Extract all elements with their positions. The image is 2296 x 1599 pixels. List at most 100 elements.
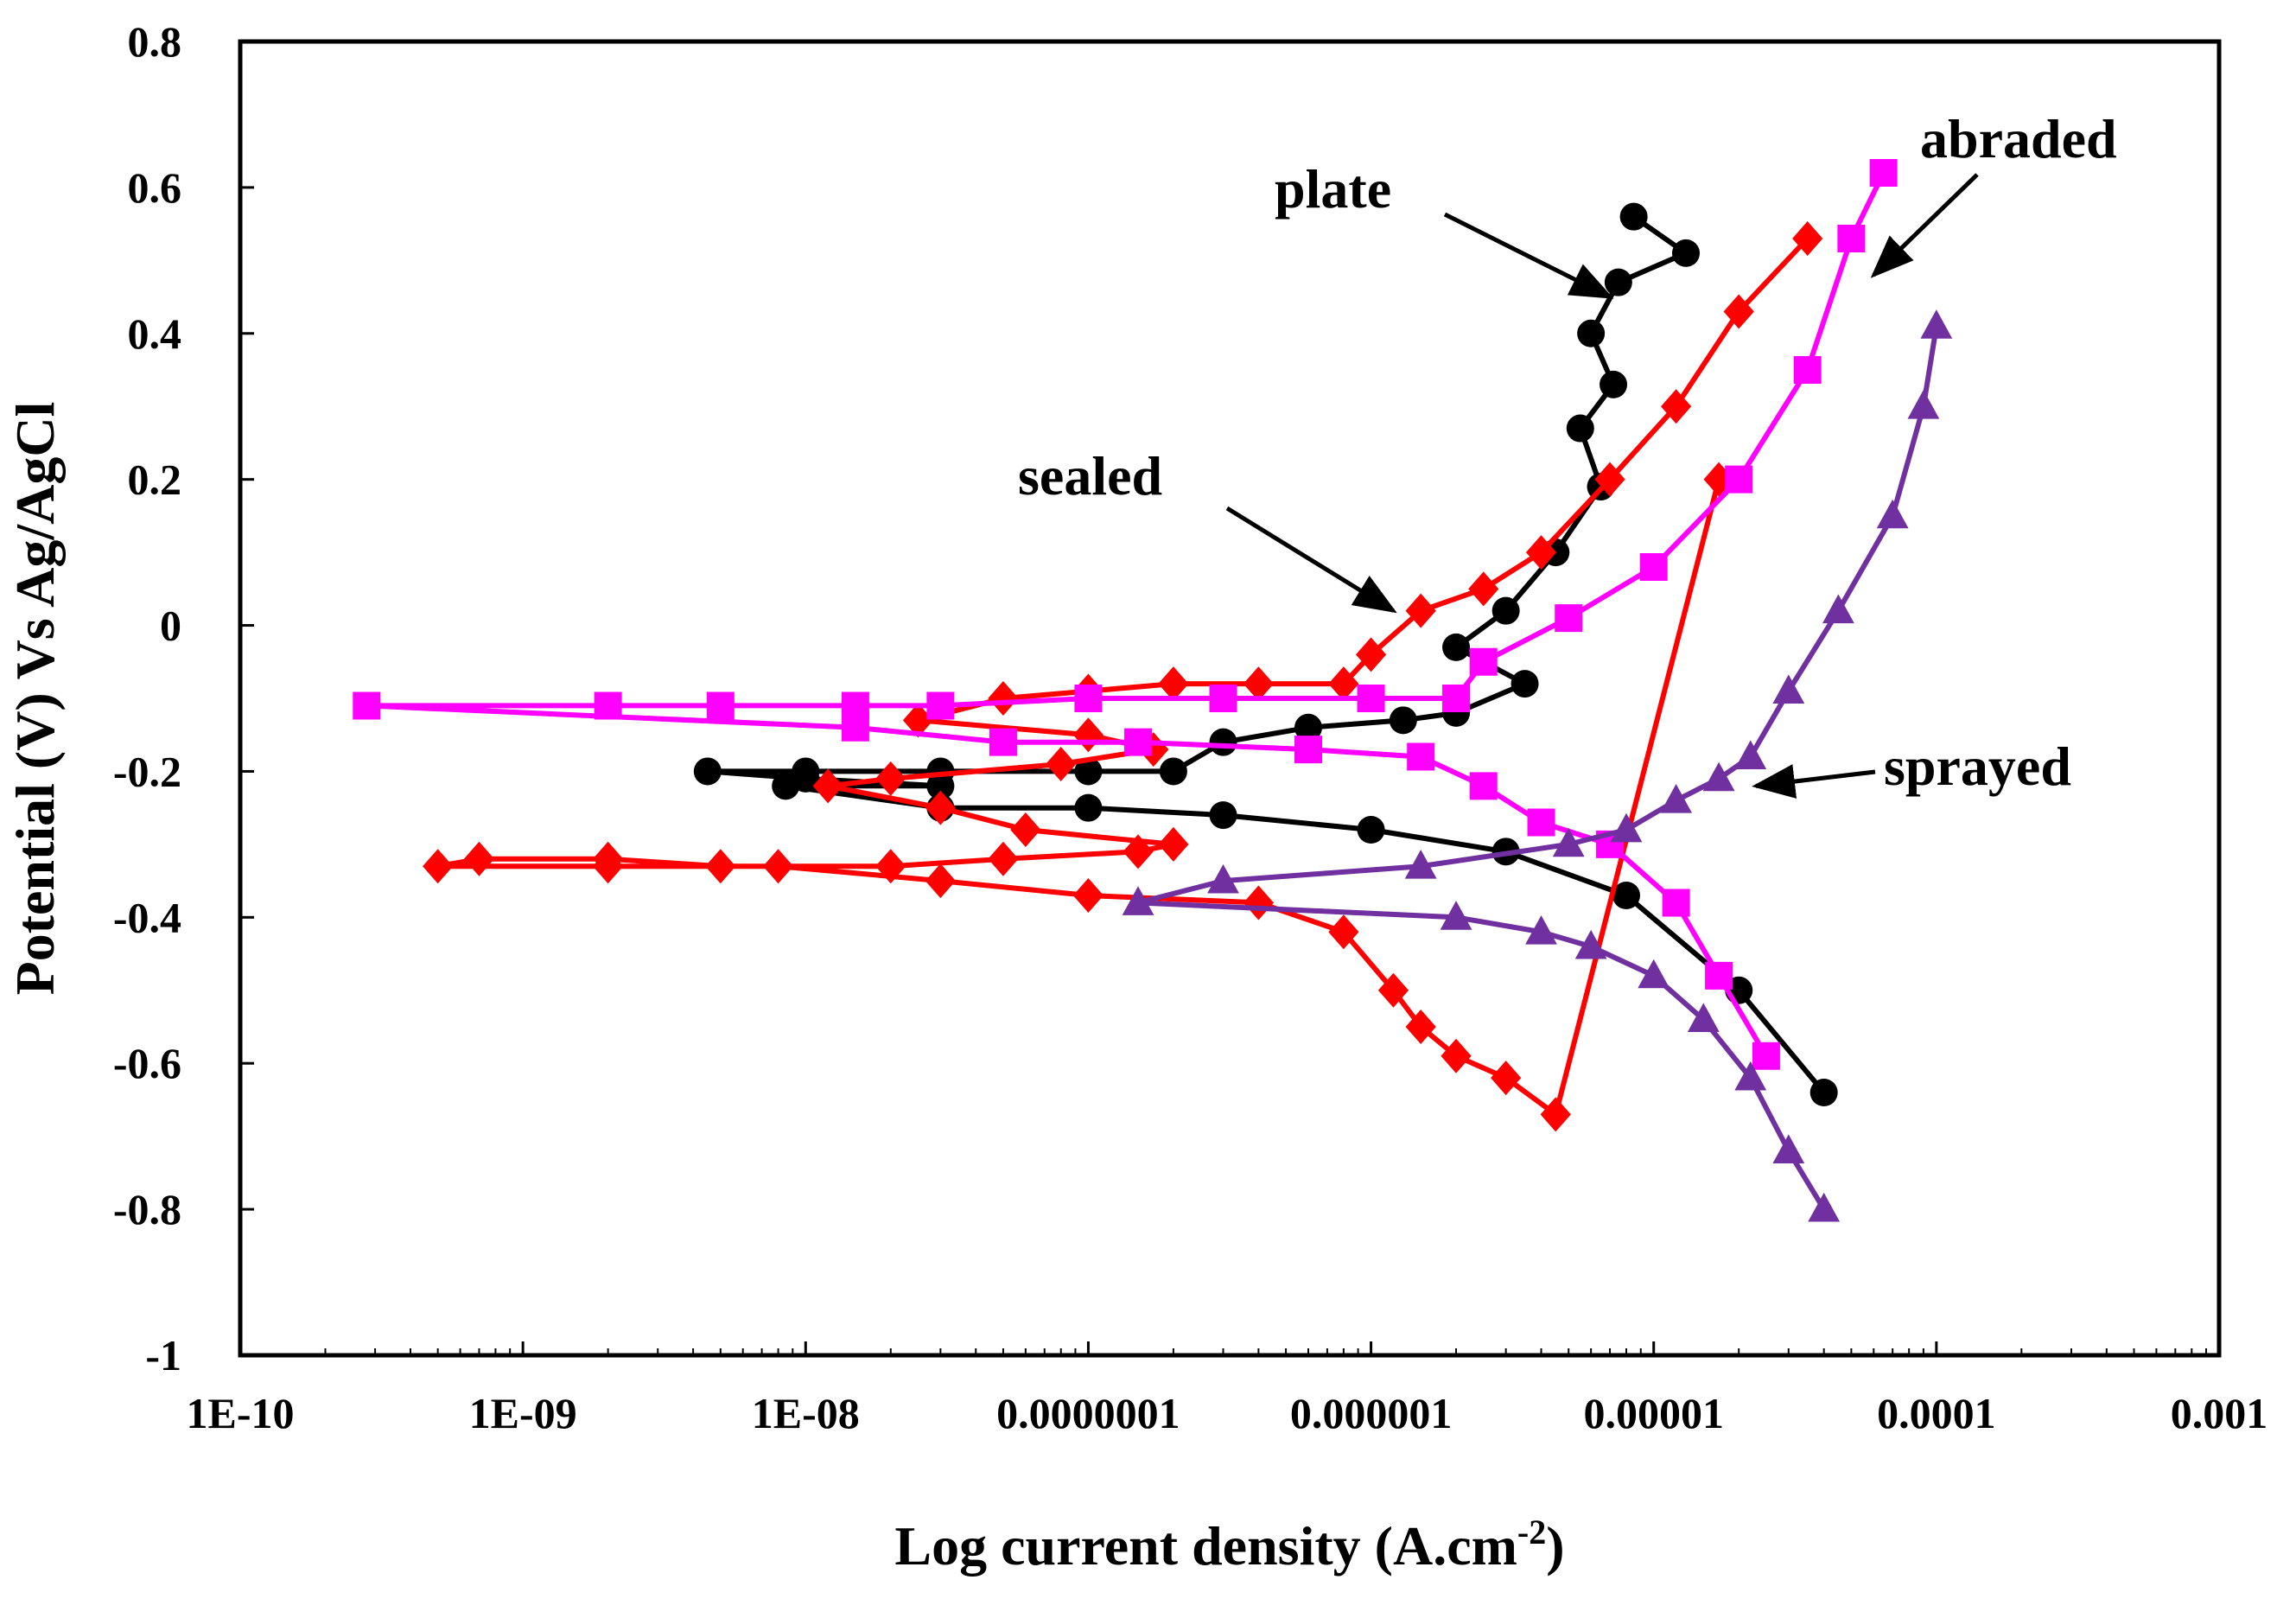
data-point (1723, 294, 1754, 329)
data-point (1725, 465, 1753, 494)
data-point (1772, 1134, 1805, 1163)
data-point (1808, 1192, 1841, 1222)
data-point (1527, 808, 1555, 837)
y-axis-ticks: -1 -0.8 -0.6 -0.4 -0.2 0 0.2 0.4 0.6 0.8 (113, 17, 254, 1379)
data-point (1809, 1079, 1838, 1106)
data-point (1158, 666, 1189, 702)
data-point (1491, 596, 1520, 625)
y-tick-label: 0.6 (128, 163, 182, 212)
annotation-label-abraded: abraded (1920, 108, 2117, 169)
data-point (1389, 706, 1417, 735)
x-tick-label: 0.0001 (1877, 1389, 1996, 1437)
data-point (1442, 685, 1471, 712)
data-point (989, 728, 1017, 756)
data-point (1687, 1003, 1720, 1032)
data-point (705, 849, 736, 884)
x-tick-label: 0.00001 (1583, 1389, 1724, 1437)
data-point (1594, 462, 1625, 497)
data-point (988, 681, 1019, 716)
data-point (1010, 812, 1041, 847)
data-point (1792, 221, 1823, 256)
data-point (1328, 666, 1359, 702)
data-point (593, 849, 624, 884)
data-point (841, 691, 869, 720)
data-point (1243, 666, 1274, 702)
data-point (1469, 647, 1498, 676)
y-tick-label: -0.2 (113, 747, 181, 795)
data-point (1511, 670, 1539, 698)
data-point (875, 849, 906, 884)
data-point (1407, 742, 1435, 771)
x-tick-label: 1E-09 (469, 1389, 577, 1437)
annotation-arrow-abraded (1870, 173, 1979, 278)
data-point (1660, 784, 1693, 813)
x-tick-label: 0.000001 (1290, 1389, 1453, 1437)
data-point (1876, 499, 1909, 529)
data-point (1555, 604, 1583, 633)
data-point (1468, 571, 1499, 607)
data-point (353, 691, 381, 720)
y-tick-label: -1 (145, 1331, 181, 1379)
x-axis-title: Log current density (A.cm-2) (894, 1513, 1564, 1577)
data-point (841, 713, 869, 742)
data-point (1469, 772, 1498, 800)
x-axis-ticks: 1E-10 1E-09 1E-08 0.0000001 0.000001 0.00001 0… (187, 1341, 2267, 1437)
series-sealed (423, 221, 1823, 1132)
data-point (1405, 1010, 1436, 1044)
series-sprayed (1122, 309, 1953, 1222)
annotation-label-sprayed: sprayed (1884, 736, 2071, 797)
data-point (925, 790, 956, 825)
y-axis-title: Potential (V) Vs Ag/AgCl (4, 402, 66, 996)
data-point (693, 757, 722, 786)
data-point (1638, 959, 1670, 989)
data-point (1907, 390, 1940, 419)
data-point (1619, 202, 1648, 231)
data-point (925, 863, 956, 899)
data-point (1328, 914, 1359, 950)
data-point (1752, 1042, 1780, 1070)
data-point (1822, 594, 1854, 624)
data-point (772, 772, 800, 800)
annotation-label-sealed: sealed (1018, 445, 1162, 506)
data-point (1122, 886, 1154, 915)
data-point (1869, 159, 1898, 187)
data-point (1525, 915, 1557, 945)
data-point (1734, 740, 1767, 769)
data-point (926, 772, 955, 800)
data-point (1074, 757, 1103, 786)
data-point (1734, 1061, 1767, 1091)
data-point (1442, 633, 1471, 661)
annotation-arrow-sealed (1225, 506, 1397, 614)
data-point (1661, 389, 1692, 424)
data-point (1837, 225, 1866, 252)
data-point (1294, 736, 1322, 764)
data-point (1920, 309, 1953, 339)
data-point (1294, 713, 1322, 742)
y-tick-label: -0.4 (113, 893, 181, 941)
annotation-arrow-sprayed (1752, 764, 1876, 799)
data-point (1566, 414, 1594, 443)
data-point (1772, 674, 1805, 704)
data-point (1525, 535, 1557, 570)
data-point (926, 691, 955, 720)
data-point (1793, 356, 1822, 384)
series-layer (353, 159, 1953, 1222)
y-tick-label: 0.2 (128, 455, 182, 504)
x-tick-label: 1E-08 (752, 1389, 860, 1437)
data-point (1577, 319, 1606, 347)
data-point (1671, 239, 1700, 267)
y-tick-label: -0.6 (113, 1039, 181, 1087)
data-point (594, 691, 622, 720)
annotation-arrow-plate (1443, 212, 1614, 299)
data-point (1243, 885, 1274, 921)
data-point (1440, 901, 1472, 930)
data-point (1600, 370, 1628, 398)
x-tick-label: 0.0000001 (996, 1389, 1180, 1437)
data-point (1612, 882, 1641, 909)
data-point (1404, 850, 1437, 879)
data-point (1357, 685, 1385, 712)
y-tick-label: 0.4 (128, 309, 182, 358)
data-point (988, 841, 1019, 876)
data-point (1123, 834, 1154, 870)
